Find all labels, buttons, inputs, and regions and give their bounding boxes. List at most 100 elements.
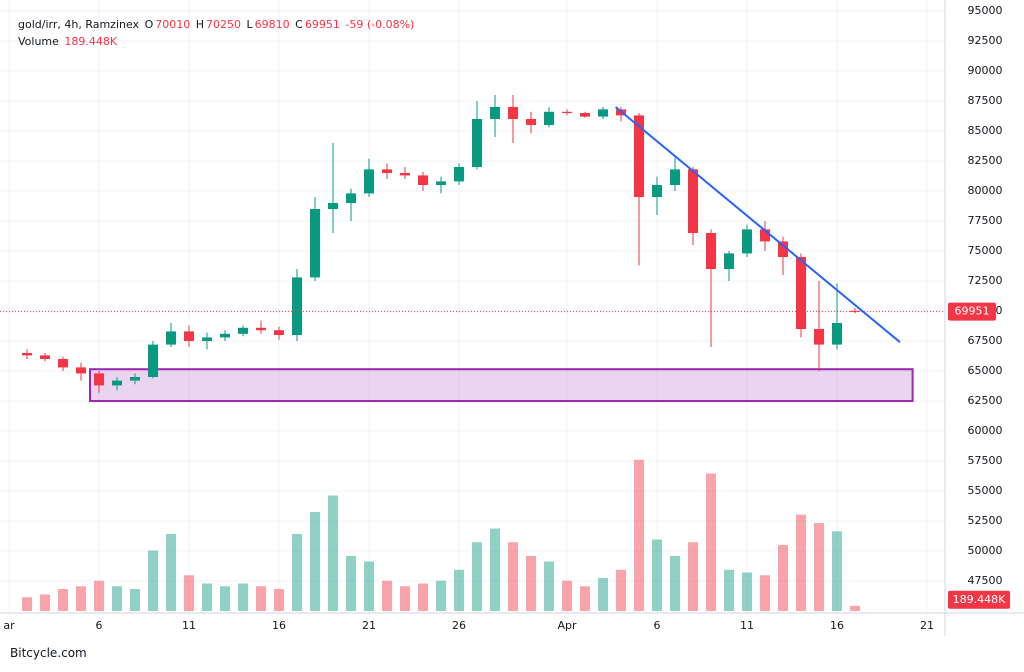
candle-body <box>148 344 158 377</box>
volume-bar <box>40 594 50 611</box>
symbol: gold/irr, 4h, Ramzinex <box>18 18 140 31</box>
volume-bar <box>382 580 392 611</box>
candle-body <box>472 119 482 167</box>
candle-body <box>436 181 446 185</box>
volume-bar <box>148 550 158 611</box>
volume-bar <box>760 575 770 611</box>
l-letter: L <box>246 18 253 31</box>
y-tick-label: 55000 <box>968 484 1003 497</box>
candle-body <box>40 355 50 359</box>
volume-badge <box>948 590 1010 609</box>
volume-bar <box>562 580 572 611</box>
candle-body <box>688 169 698 233</box>
candle-body <box>580 113 590 117</box>
volume-bar <box>184 575 194 611</box>
volume-bar <box>220 586 230 611</box>
volume-bar <box>832 531 842 611</box>
candle-body <box>598 109 608 117</box>
y-tick-label: 77500 <box>968 214 1003 227</box>
volume-bar <box>130 589 140 611</box>
y-tick-label: 92500 <box>968 34 1003 47</box>
x-tick-label: 16 <box>272 619 286 632</box>
candle-body <box>724 253 734 269</box>
volume-bar <box>292 534 302 611</box>
low-value: 69810 <box>254 18 290 31</box>
volume-title: Volume <box>18 35 59 48</box>
brand: Bitcycle.com <box>10 646 87 660</box>
volume-bar <box>796 514 806 611</box>
x-tick-label: 16 <box>830 619 844 632</box>
c-letter: C <box>295 18 303 31</box>
volume-bar <box>688 542 698 611</box>
volume-bar <box>364 561 374 611</box>
volume-bar <box>94 580 104 611</box>
volume-bar <box>112 586 122 611</box>
x-tick-label: 26 <box>452 619 466 632</box>
high-value: 70250 <box>206 18 242 31</box>
volume-bar <box>778 545 788 611</box>
change: -59 (-0.08%) <box>345 18 415 31</box>
x-tick-label: 11 <box>740 619 754 632</box>
y-tick-label: 50000 <box>968 544 1003 557</box>
candle-body <box>508 107 518 119</box>
x-tick-label: ar <box>3 619 15 632</box>
y-tick-label: 72500 <box>968 274 1003 287</box>
y-tick-label: 75000 <box>968 244 1003 257</box>
volume-bar <box>490 528 500 611</box>
volume-bar <box>328 495 338 611</box>
volume-row: Volume 189.448K <box>18 33 416 50</box>
x-tick-label: 6 <box>96 619 103 632</box>
price-badge-label: 69951 <box>955 305 990 318</box>
volume-bar <box>616 569 626 611</box>
y-tick-label: 90000 <box>968 64 1003 77</box>
candle-body <box>544 111 554 125</box>
candle-body <box>454 167 464 182</box>
volume-bar <box>346 556 356 611</box>
ohlc-row: gold/irr, 4h, Ramzinex O 70010 H 70250 L 69… <box>18 16 416 33</box>
candle-body <box>814 329 824 345</box>
candle-body <box>328 203 338 209</box>
volume-value: 189.448K <box>64 35 118 48</box>
y-tick-label: 95000 <box>968 4 1003 17</box>
y-tick-label: 60000 <box>968 424 1003 437</box>
volume-bar <box>598 578 608 611</box>
candle-body <box>130 377 140 381</box>
volume-bar <box>58 589 68 611</box>
x-tick-label: 21 <box>920 619 934 632</box>
candle-body <box>184 331 194 341</box>
y-tick-label: 52500 <box>968 514 1003 527</box>
volume-bar <box>454 569 464 611</box>
trendline <box>614 106 901 343</box>
y-tick-label: 82500 <box>968 154 1003 167</box>
volume-bar <box>238 583 248 611</box>
candle-body <box>526 119 536 125</box>
volume-bar <box>706 473 716 611</box>
x-tick-label: Apr <box>557 619 577 632</box>
candle-body <box>706 233 716 269</box>
volume-bar <box>850 605 860 611</box>
close-value: 69951 <box>304 18 340 31</box>
candle-body <box>760 229 770 242</box>
y-tick-label: 62500 <box>968 394 1003 407</box>
candle-body <box>778 241 788 257</box>
x-tick-label: 11 <box>182 619 196 632</box>
y-tick-label: 80000 <box>968 184 1003 197</box>
y-tick-label: 57500 <box>968 454 1003 467</box>
volume-bar <box>202 583 212 611</box>
volume-bar <box>472 542 482 611</box>
volume-bar <box>580 586 590 611</box>
candle-body <box>652 185 662 197</box>
candle-body <box>400 173 410 176</box>
volume-bar <box>22 597 32 611</box>
volume-bar <box>418 583 428 611</box>
volume-bar <box>508 542 518 611</box>
candle-body <box>112 380 122 386</box>
candle-body <box>832 323 842 345</box>
volume-bar <box>670 556 680 611</box>
volume-bar <box>724 569 734 611</box>
volume-bar <box>166 534 176 611</box>
candle-body <box>634 115 644 197</box>
volume-bar <box>76 586 86 611</box>
